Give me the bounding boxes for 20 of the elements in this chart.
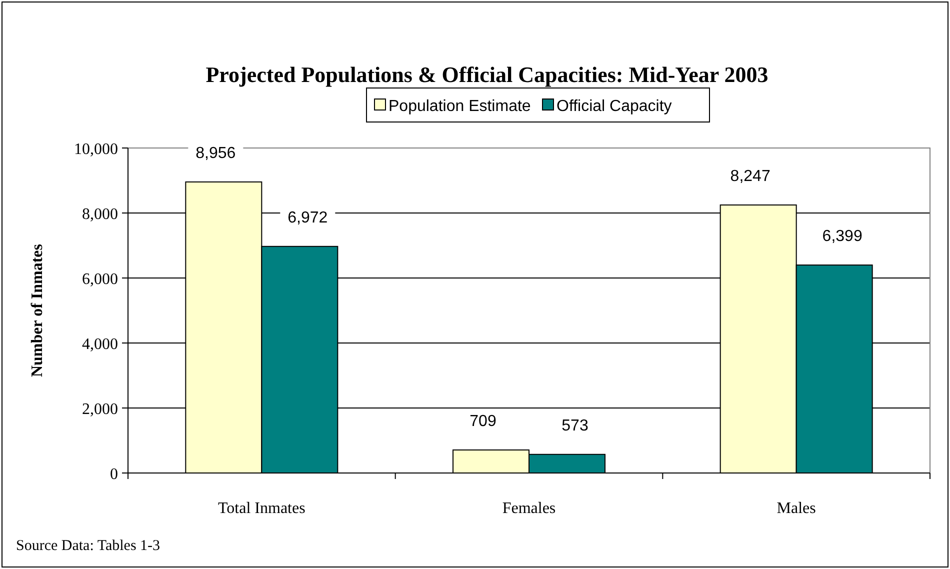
data-label: 8,956 [196, 144, 236, 162]
legend-label: Population Estimate [388, 98, 531, 115]
data-label: 573 [562, 417, 588, 434]
legend-label: Official Capacity [556, 98, 672, 115]
data-label: 709 [470, 412, 496, 430]
chart-title: Projected Populations & Official Capacities: Mid-Year 2003 [206, 62, 768, 87]
data-label: 8,247 [730, 168, 770, 185]
y-axis-title: Number of Inmates [29, 244, 46, 378]
x-tick-label: Total Inmates [218, 500, 306, 517]
y-tick-label: 6,000 [82, 271, 118, 288]
data-label: 6,972 [288, 209, 328, 226]
y-tick-label: 2,000 [82, 401, 118, 418]
y-tick-label: 8,000 [82, 206, 118, 223]
y-tick-label: 0 [110, 466, 118, 483]
x-tick-label: Males [776, 500, 816, 517]
x-tick-label: Females [502, 500, 556, 517]
y-tick-label: 10,000 [74, 141, 118, 158]
y-tick-label: 4,000 [82, 336, 118, 353]
data-label: 6,399 [822, 228, 862, 246]
source-note: Source Data: Tables 1-3 [16, 538, 160, 554]
